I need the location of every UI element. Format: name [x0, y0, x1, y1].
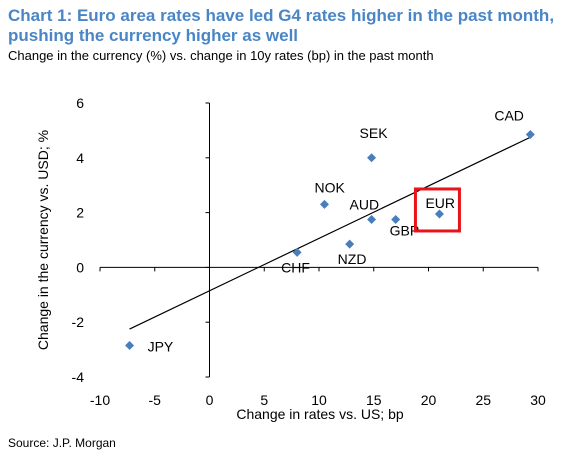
point-label-eur: EUR: [425, 195, 455, 211]
chart-title-line-1: Chart 1: Euro area rates have led G4 rat…: [8, 6, 555, 25]
point-label-sek: SEK: [360, 125, 389, 141]
chart-title: Chart 1: Euro area rates have led G4 rat…: [8, 6, 568, 46]
x-tick-label: -5: [149, 392, 162, 408]
x-tick-label: -10: [90, 392, 110, 408]
data-point-chf: [292, 247, 302, 257]
x-axis-label: Change in rates vs. US; bp: [236, 406, 404, 422]
trendline: [129, 136, 531, 330]
point-label-aud: AUD: [350, 196, 380, 212]
data-points: [125, 130, 535, 350]
point-label-nzd: NZD: [338, 251, 367, 267]
point-label-cad: CAD: [494, 108, 524, 124]
y-tick-label: 0: [76, 259, 84, 275]
source-note: Source: J.P. Morgan: [8, 436, 116, 450]
point-label-gbp: GBP: [390, 222, 420, 238]
point-label-jpy: JPY: [148, 338, 174, 354]
x-tick-label: 15: [366, 392, 382, 408]
point-labels: CAD SEK NOK AUD GBP EUR NZD CHF JPY: [148, 108, 524, 355]
data-point-cad: [525, 130, 535, 140]
data-point-nok: [319, 199, 329, 209]
data-point-gbp: [391, 214, 401, 224]
y-tick-label: 6: [76, 95, 84, 111]
point-label-chf: CHF: [281, 259, 310, 275]
x-tick-label: 30: [530, 392, 546, 408]
y-axis-label: Change in the currency vs. USD; %: [35, 130, 51, 350]
x-tick-label: 25: [475, 392, 491, 408]
data-point-eur: [434, 209, 444, 219]
data-point-sek: [367, 153, 377, 163]
axes: [99, 102, 539, 378]
y-tick-label: 2: [76, 205, 84, 221]
x-tick-label: 5: [260, 392, 268, 408]
data-point-jpy: [125, 340, 135, 350]
highlight-box: [413, 187, 461, 233]
y-tick-label: -2: [72, 314, 85, 330]
x-tick-label: 0: [206, 392, 214, 408]
x-tick-label: 10: [311, 392, 327, 408]
data-point-nzd: [345, 239, 355, 249]
point-label-nok: NOK: [314, 179, 345, 195]
chart-title-line-2: pushing the currency higher as well: [8, 26, 299, 45]
data-point-aud: [367, 214, 377, 224]
x-tick-label: 20: [421, 392, 437, 408]
trendline-group: [129, 136, 531, 330]
chart-subtitle: Change in the currency (%) vs. change in…: [8, 48, 434, 63]
y-tick-label: 4: [76, 150, 84, 166]
y-tick-label: -4: [72, 369, 85, 385]
